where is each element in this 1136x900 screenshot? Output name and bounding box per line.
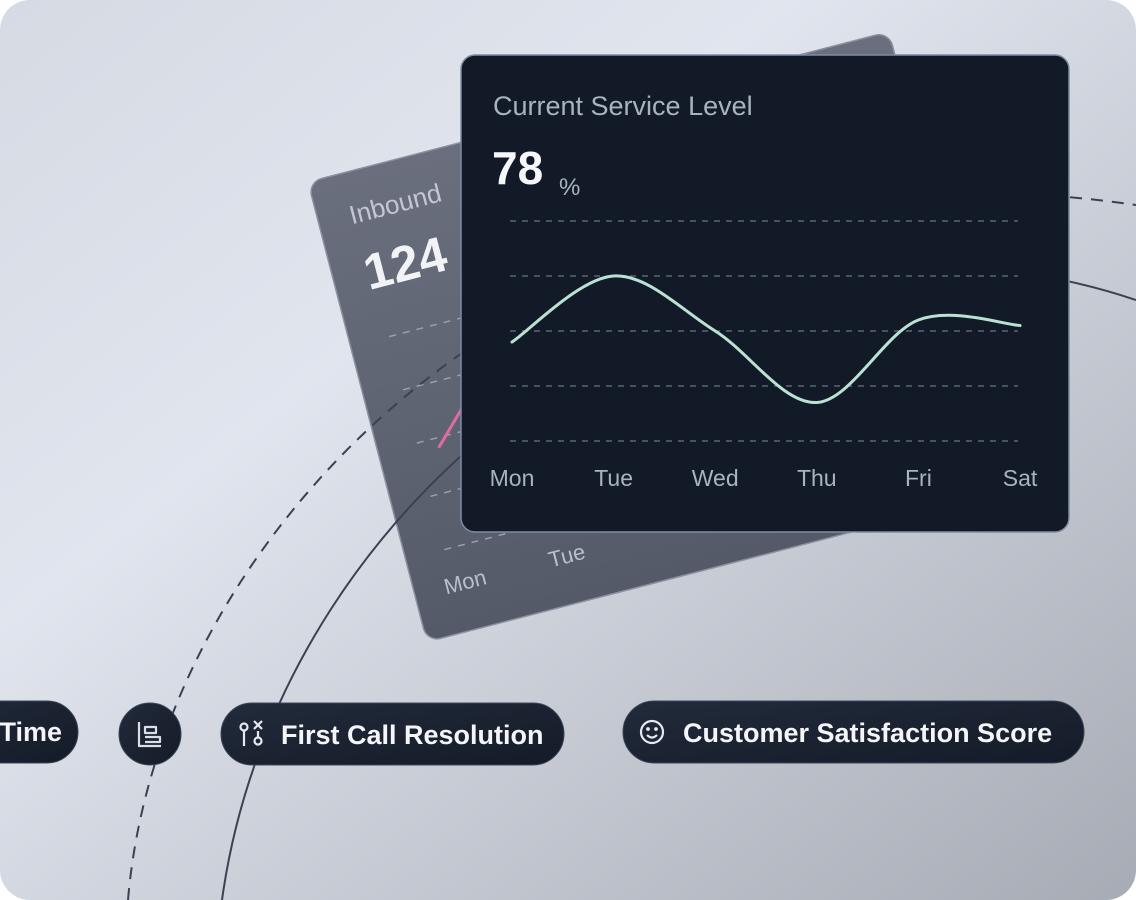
card-title: Current Service Level bbox=[493, 91, 753, 121]
pill-bg bbox=[220, 702, 565, 766]
pill-label: First Call Resolution bbox=[281, 720, 544, 750]
x-tick-label: Sat bbox=[1003, 465, 1038, 491]
x-tick-label: Wed bbox=[692, 465, 739, 491]
smiley-icon bbox=[639, 719, 665, 745]
line bbox=[510, 274, 1022, 405]
pill[interactable]: Customer Satisfaction Score bbox=[622, 700, 1085, 764]
card-unit: % bbox=[559, 174, 580, 201]
pill-label: Time bbox=[0, 717, 62, 747]
pill-bg bbox=[622, 700, 1085, 764]
chart-icon bbox=[137, 722, 162, 748]
pill[interactable]: Time bbox=[0, 700, 79, 764]
merge-icon bbox=[239, 720, 263, 746]
pill-label: Customer Satisfaction Score bbox=[683, 718, 1052, 748]
x-tick-label: Thu bbox=[797, 465, 837, 491]
pill[interactable]: First Call Resolution bbox=[220, 702, 565, 766]
front-card: Current Service Level 78 % Mon Tue Wed Thu F… bbox=[460, 54, 1070, 533]
x-tick-label: Fri bbox=[905, 465, 932, 491]
card-bg bbox=[460, 54, 1070, 533]
pill-bg bbox=[0, 700, 79, 764]
x-tick-label: Tue bbox=[594, 465, 633, 491]
card-value: 78 bbox=[492, 142, 543, 194]
chart: Mon Tue Wed Thu Fri Sat bbox=[490, 220, 1038, 491]
x-tick-label: Mon bbox=[490, 465, 535, 491]
icon-pill[interactable] bbox=[118, 702, 182, 766]
